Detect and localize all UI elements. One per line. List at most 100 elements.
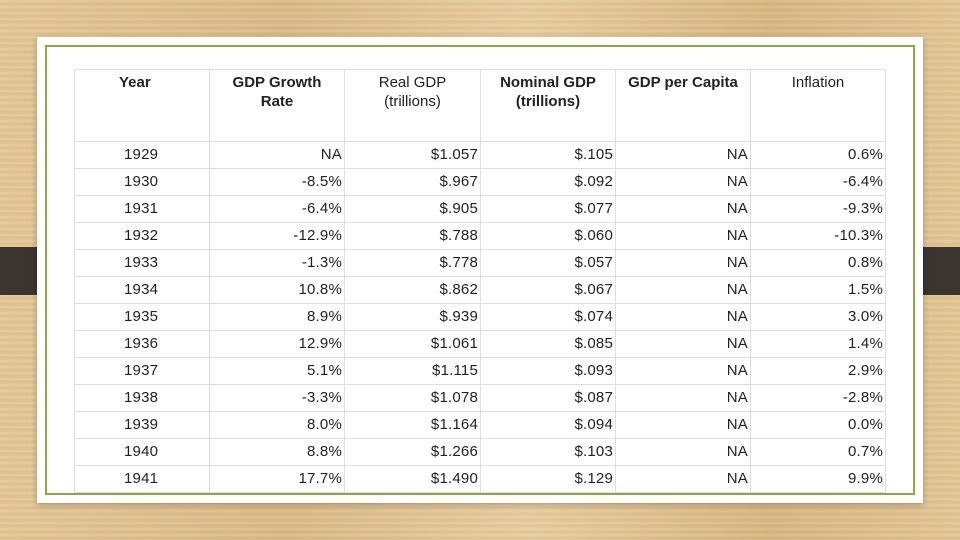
cell-gdp-per-capita: NA xyxy=(615,276,751,304)
cell-year: 1938 xyxy=(74,384,210,412)
cell-gdp-per-capita: NA xyxy=(615,330,751,358)
cell-nominal-gdp: $.103 xyxy=(480,438,616,466)
cell-year: 1940 xyxy=(74,438,210,466)
cell-nominal-gdp: $.105 xyxy=(480,141,616,169)
table-row: 1937 5.1% $1.115 $.093 NA 2.9% xyxy=(74,357,886,385)
cell-real-gdp: $.939 xyxy=(344,303,481,331)
cell-gdp-growth-rate: NA xyxy=(209,141,345,169)
cell-year: 1933 xyxy=(74,249,210,277)
table-row: 1932 -12.9% $.788 $.060 NA -10.3% xyxy=(74,222,886,250)
cell-nominal-gdp: $.094 xyxy=(480,411,616,439)
cell-real-gdp: $1.061 xyxy=(344,330,481,358)
slide-frame xyxy=(45,45,915,495)
cell-gdp-growth-rate: 8.9% xyxy=(209,303,345,331)
cell-real-gdp: $1.078 xyxy=(344,384,481,412)
cell-real-gdp: $.788 xyxy=(344,222,481,250)
cell-year: 1935 xyxy=(74,303,210,331)
cell-real-gdp: $1.057 xyxy=(344,141,481,169)
header-gdp-growth-rate: GDP Growth Rate xyxy=(209,69,345,142)
cell-gdp-per-capita: NA xyxy=(615,195,751,223)
cell-year: 1941 xyxy=(74,465,210,493)
table-row: 1940 8.8% $1.266 $.103 NA 0.7% xyxy=(74,438,886,466)
cell-real-gdp: $.905 xyxy=(344,195,481,223)
cell-year: 1936 xyxy=(74,330,210,358)
table-row: 1933 -1.3% $.778 $.057 NA 0.8% xyxy=(74,249,886,277)
cell-inflation: -10.3% xyxy=(750,222,886,250)
cell-inflation: 3.0% xyxy=(750,303,886,331)
cell-gdp-growth-rate: 10.8% xyxy=(209,276,345,304)
cell-gdp-per-capita: NA xyxy=(615,465,751,493)
table-row: 1936 12.9% $1.061 $.085 NA 1.4% xyxy=(74,330,886,358)
cell-nominal-gdp: $.087 xyxy=(480,384,616,412)
cell-nominal-gdp: $.067 xyxy=(480,276,616,304)
cell-inflation: 0.8% xyxy=(750,249,886,277)
cell-gdp-per-capita: NA xyxy=(615,168,751,196)
cell-real-gdp: $1.164 xyxy=(344,411,481,439)
header-gdp-per-capita: GDP per Capita xyxy=(615,69,751,142)
cell-gdp-growth-rate: 12.9% xyxy=(209,330,345,358)
cell-real-gdp: $1.490 xyxy=(344,465,481,493)
cell-inflation: -9.3% xyxy=(750,195,886,223)
cell-nominal-gdp: $.129 xyxy=(480,465,616,493)
cell-gdp-growth-rate: -1.3% xyxy=(209,249,345,277)
header-real-gdp: Real GDP (trillions) xyxy=(344,69,481,142)
cell-gdp-per-capita: NA xyxy=(615,384,751,412)
cell-nominal-gdp: $.057 xyxy=(480,249,616,277)
table-row: 1934 10.8% $.862 $.067 NA 1.5% xyxy=(74,276,886,304)
cell-gdp-per-capita: NA xyxy=(615,357,751,385)
header-nominal-gdp: Nominal GDP (trillions) xyxy=(480,69,616,142)
cell-real-gdp: $.862 xyxy=(344,276,481,304)
table-row: 1931 -6.4% $.905 $.077 NA -9.3% xyxy=(74,195,886,223)
cell-real-gdp: $.967 xyxy=(344,168,481,196)
cell-inflation: 0.0% xyxy=(750,411,886,439)
cell-gdp-per-capita: NA xyxy=(615,438,751,466)
cell-inflation: -2.8% xyxy=(750,384,886,412)
cell-gdp-per-capita: NA xyxy=(615,411,751,439)
cell-gdp-per-capita: NA xyxy=(615,303,751,331)
cell-inflation: 0.7% xyxy=(750,438,886,466)
cell-real-gdp: $.778 xyxy=(344,249,481,277)
cell-inflation: 0.6% xyxy=(750,141,886,169)
cell-gdp-growth-rate: 5.1% xyxy=(209,357,345,385)
cell-year: 1932 xyxy=(74,222,210,250)
cell-gdp-growth-rate: 8.0% xyxy=(209,411,345,439)
table-row: 1930 -8.5% $.967 $.092 NA -6.4% xyxy=(74,168,886,196)
cell-year: 1931 xyxy=(74,195,210,223)
cell-gdp-per-capita: NA xyxy=(615,249,751,277)
cell-nominal-gdp: $.077 xyxy=(480,195,616,223)
cell-year: 1939 xyxy=(74,411,210,439)
cell-year: 1934 xyxy=(74,276,210,304)
table-row: 1938 -3.3% $1.078 $.087 NA -2.8% xyxy=(74,384,886,412)
cell-inflation: 2.9% xyxy=(750,357,886,385)
cell-year: 1930 xyxy=(74,168,210,196)
header-inflation: Inflation xyxy=(750,69,886,142)
cell-nominal-gdp: $.085 xyxy=(480,330,616,358)
cell-gdp-growth-rate: -12.9% xyxy=(209,222,345,250)
cell-inflation: 1.4% xyxy=(750,330,886,358)
cell-nominal-gdp: $.060 xyxy=(480,222,616,250)
table-row: 1935 8.9% $.939 $.074 NA 3.0% xyxy=(74,303,886,331)
cell-nominal-gdp: $.093 xyxy=(480,357,616,385)
cell-year: 1929 xyxy=(74,141,210,169)
cell-gdp-per-capita: NA xyxy=(615,141,751,169)
cell-gdp-per-capita: NA xyxy=(615,222,751,250)
cell-nominal-gdp: $.092 xyxy=(480,168,616,196)
cell-real-gdp: $1.266 xyxy=(344,438,481,466)
cell-gdp-growth-rate: 17.7% xyxy=(209,465,345,493)
gdp-table: Year GDP Growth Rate Real GDP (trillions… xyxy=(74,69,886,493)
header-year: Year xyxy=(74,69,210,142)
cell-gdp-growth-rate: -3.3% xyxy=(209,384,345,412)
cell-inflation: 9.9% xyxy=(750,465,886,493)
cell-gdp-growth-rate: -8.5% xyxy=(209,168,345,196)
cell-year: 1937 xyxy=(74,357,210,385)
cell-real-gdp: $1.115 xyxy=(344,357,481,385)
cell-inflation: -6.4% xyxy=(750,168,886,196)
table-row: 1939 8.0% $1.164 $.094 NA 0.0% xyxy=(74,411,886,439)
cell-gdp-growth-rate: 8.8% xyxy=(209,438,345,466)
cell-inflation: 1.5% xyxy=(750,276,886,304)
cell-nominal-gdp: $.074 xyxy=(480,303,616,331)
table-row: 1941 17.7% $1.490 $.129 NA 9.9% xyxy=(74,465,886,493)
cell-gdp-growth-rate: -6.4% xyxy=(209,195,345,223)
table-row: 1929 NA $1.057 $.105 NA 0.6% xyxy=(74,141,886,169)
table-header-row: Year GDP Growth Rate Real GDP (trillions… xyxy=(74,69,886,142)
